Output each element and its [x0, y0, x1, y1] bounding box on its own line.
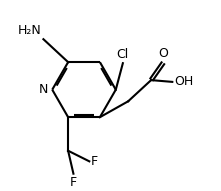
Text: F: F	[70, 176, 77, 189]
Text: Cl: Cl	[117, 48, 129, 61]
Text: H₂N: H₂N	[18, 24, 42, 37]
Text: N: N	[38, 83, 48, 96]
Text: OH: OH	[174, 75, 193, 88]
Text: F: F	[91, 155, 98, 168]
Text: O: O	[158, 47, 168, 60]
